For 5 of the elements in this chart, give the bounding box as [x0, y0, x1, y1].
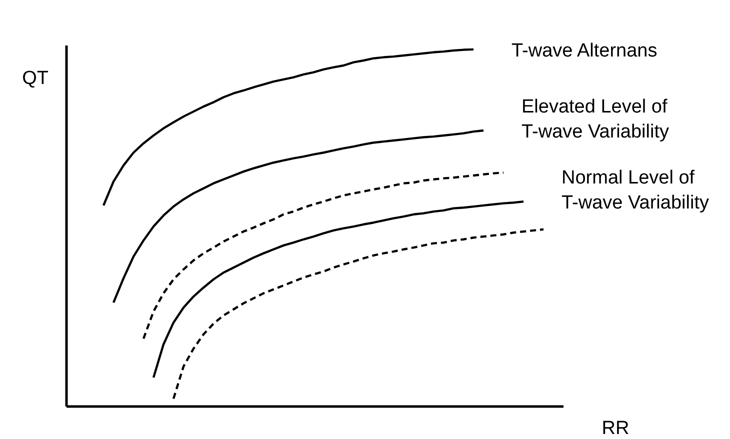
text: Normal Level of T-wave Variability: [562, 167, 710, 214]
y-axis-title: QT: [22, 68, 49, 89]
text: Elevated Level of T-wave Variability: [522, 96, 670, 142]
x-axis-title: RR: [602, 418, 630, 439]
text: T-wave Alternans: [512, 40, 658, 62]
